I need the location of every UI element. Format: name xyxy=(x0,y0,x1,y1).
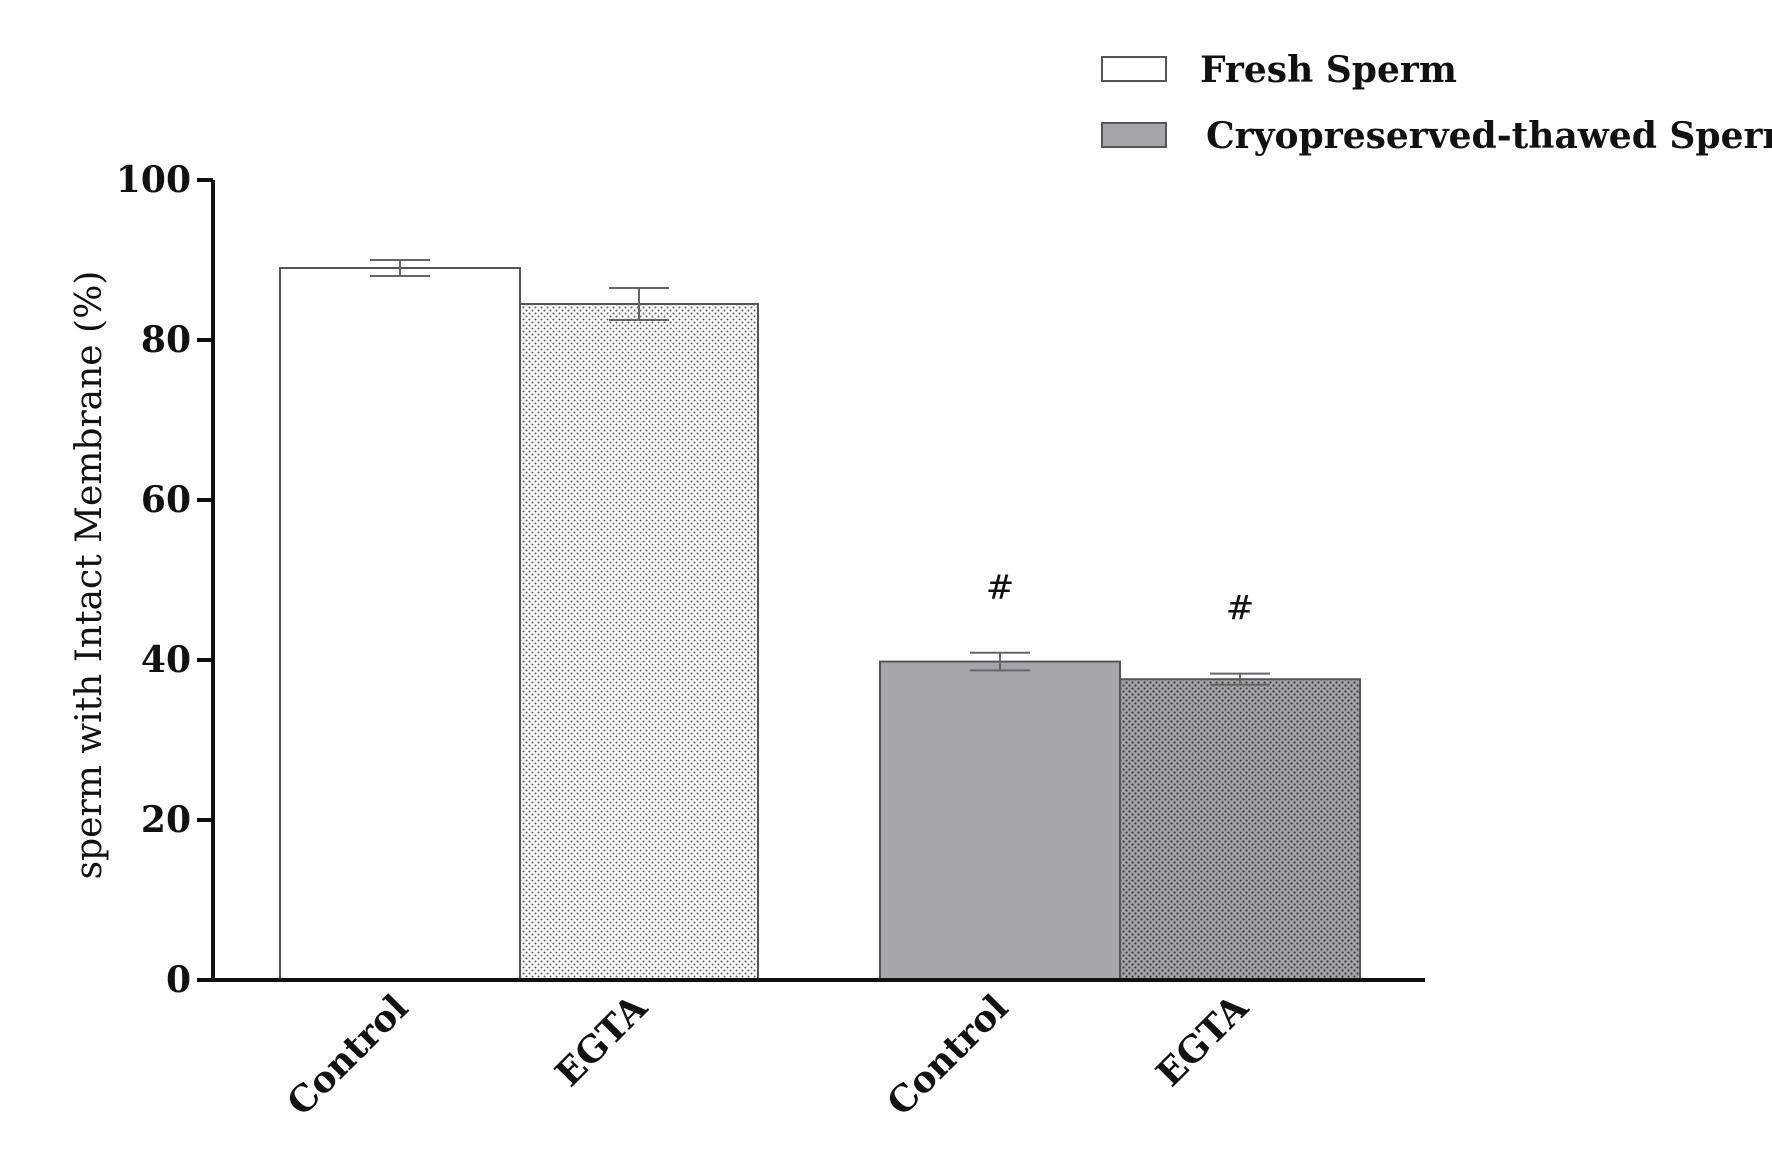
legend-swatch-cryo xyxy=(1101,122,1167,148)
legend-label-fresh: Fresh Sperm xyxy=(1200,49,1457,91)
y-tick-label: 20 xyxy=(141,799,191,841)
y-tick-label: 0 xyxy=(166,959,191,1001)
legend-swatch-fresh xyxy=(1101,56,1167,82)
bar-fresh-control xyxy=(279,267,521,981)
y-tick-label: 100 xyxy=(116,159,191,201)
x-tick-label: Control xyxy=(279,987,416,1124)
x-tick-label: EGTA xyxy=(1148,986,1257,1095)
significance-marker: # xyxy=(1226,589,1255,629)
x-tick-label: Control xyxy=(879,987,1016,1124)
error-bar xyxy=(970,651,1030,672)
legend-label-cryo: Cryopreserved-thawed Sperm xyxy=(1206,115,1772,157)
significance-marker: # xyxy=(986,568,1015,608)
x-tick-label: EGTA xyxy=(547,986,656,1095)
y-tick-label: 80 xyxy=(141,319,191,361)
bar-fresh-egta xyxy=(519,303,759,981)
bar-cryo-control xyxy=(879,660,1121,981)
error-bar xyxy=(370,259,430,277)
error-bar xyxy=(609,287,669,321)
y-axis-title: sperm with Intact Membrane (%) xyxy=(69,271,110,880)
y-tick-label: 40 xyxy=(141,639,191,681)
bar-cryo-egta xyxy=(1119,678,1361,981)
legend: Fresh Sperm Cryopreserved-thawed Sperm xyxy=(1101,49,1772,157)
y-tick-label: 60 xyxy=(141,479,191,521)
error-bar xyxy=(1210,672,1270,686)
